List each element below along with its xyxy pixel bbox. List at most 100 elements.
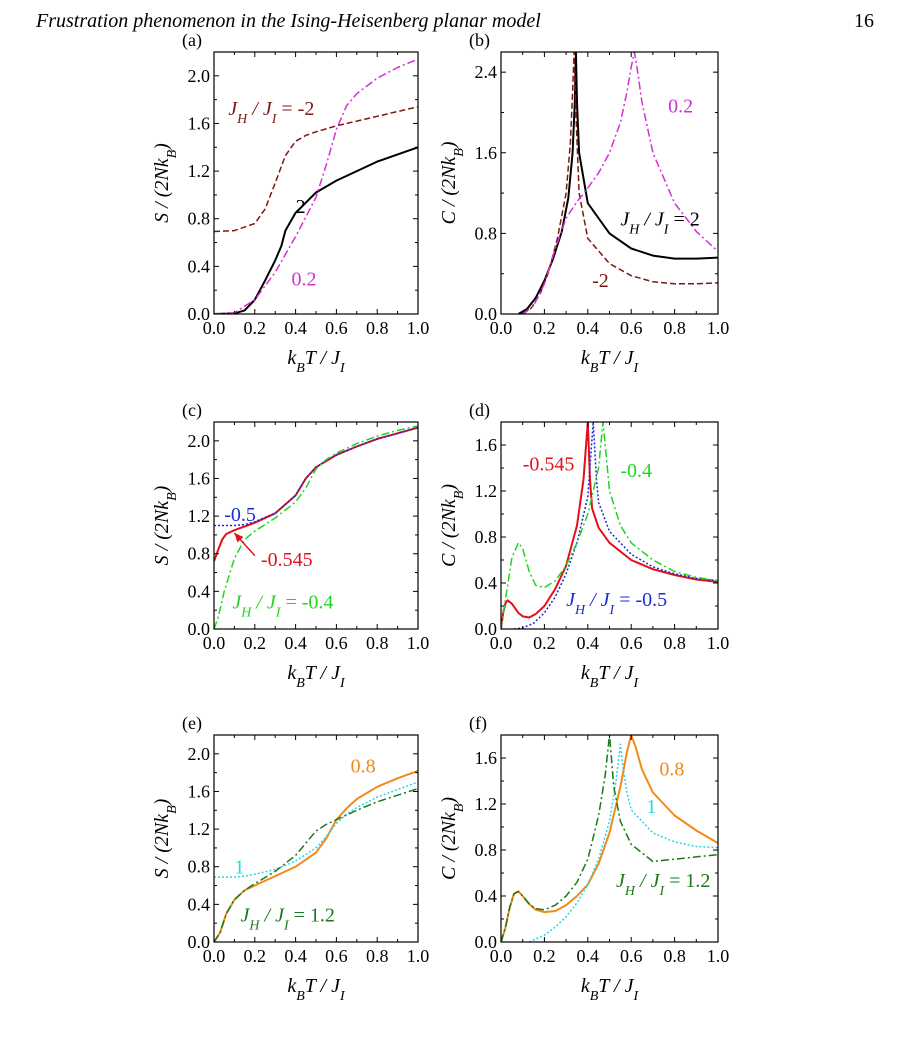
y-tick-label: 1.6 [188,781,211,801]
x-tick-label: 0.6 [620,633,643,653]
y-tick-label: 0.8 [188,209,211,229]
x-tick-label: 0.0 [203,946,226,966]
panel-c: 0.0 0.2 0.4 0.6 0.8 1.0 0.0 0.4 0.8 1.2 1.6 2.0 (c) k… [151,400,429,691]
panel-b: 0.0 0.2 0.4 0.6 0.8 1.0 0.0 0.8 1.6 2.4 (b) kBT / J… [438,30,729,376]
series-f-0 [501,735,718,942]
x-tick-label: 0.2 [244,946,267,966]
x-tick-label: 1.0 [707,633,730,653]
x-tick-label: 1.0 [407,946,430,966]
series-annotation: -0.545 [261,549,313,571]
series-d-0 [501,422,718,629]
panel-label: (e) [182,713,202,734]
x-tick-label: 0.6 [620,946,643,966]
series-annotation: -0.4 [620,460,652,482]
series-b-1 [522,52,718,314]
series-a-0 [214,146,418,314]
x-axis-label: kBT / JI [287,662,346,691]
panel-label: (c) [182,400,202,421]
plot-frame-f [500,734,719,943]
x-tick-label: 0.4 [284,318,307,338]
y-tick-label: 2.4 [475,62,498,82]
x-tick-label: 0.6 [620,318,643,338]
y-tick-label: 0.0 [475,304,498,324]
x-tick-label: 1.0 [707,318,730,338]
x-tick-label: 0.0 [490,633,513,653]
x-tick-label: 0.8 [663,946,686,966]
series-e-2 [214,787,418,942]
y-tick-label: 0.0 [188,932,211,952]
x-axis-label: kBT / JI [581,347,640,376]
series-c-0 [214,426,418,562]
x-tick-label: 0.2 [533,633,556,653]
panel-e: 0.0 0.2 0.4 0.6 0.8 1.0 0.0 0.4 0.8 1.2 1.6 2.0 (e) k… [151,713,429,1004]
panel-label: (d) [469,400,490,421]
y-tick-label: 1.2 [475,481,498,501]
series-c-1 [214,426,418,527]
header-title: Frustration phenomenon in the Ising-Heis… [36,10,541,32]
x-tick-label: 1.0 [707,946,730,966]
y-tick-label: 0.4 [188,256,211,276]
panel-d: 0.0 0.2 0.4 0.6 0.8 1.0 0.0 0.4 0.8 1.2 1.6 (d) kBT … [438,400,729,691]
x-tick-label: 0.8 [366,633,389,653]
x-tick-label: 0.8 [663,318,686,338]
y-tick-label: 0.8 [188,544,211,564]
panel-f: 0.0 0.2 0.4 0.6 0.8 1.0 0.0 0.4 0.8 1.2 1.6 (f) kBT … [438,713,729,1004]
x-tick-label: 0.0 [203,633,226,653]
series-e-0 [214,769,418,942]
x-tick-label: 0.8 [663,633,686,653]
y-tick-label: 0.4 [188,894,211,914]
series-annotation: JH / JI = 2 [620,208,699,237]
series-annotation: JH / JI = -0.5 [566,589,667,618]
y-tick-label: 0.4 [188,581,211,601]
y-axis-label: C / (2NkB) [438,797,467,880]
y-tick-label: 0.8 [475,840,498,860]
x-tick-label: 0.8 [366,946,389,966]
y-tick-label: 0.4 [475,573,498,593]
series-a-1 [214,106,418,233]
series-annotation: 0.2 [292,268,317,290]
series-annotation: 1 [646,796,656,818]
x-tick-label: 0.0 [490,318,513,338]
x-tick-label: 1.0 [407,318,430,338]
panel-label: (b) [469,30,490,51]
series-annotation: JH / JI = -0.4 [232,591,333,620]
series-annotation: 2 [296,196,306,218]
y-tick-label: 1.2 [188,819,211,839]
y-axis-label: C / (2NkB) [438,141,467,224]
y-tick-label: 0.8 [475,223,498,243]
series-b-0 [517,52,718,314]
x-tick-label: 0.4 [284,946,307,966]
x-tick-label: 1.0 [407,633,430,653]
series-b-2 [522,52,718,314]
y-axis-label: S / (2NkB) [151,798,180,878]
x-tick-label: 0.2 [244,633,267,653]
panel-a: 0.0 0.2 0.4 0.6 0.8 1.0 0.0 0.4 0.8 1.2 1.6 2.0 (a) k… [151,30,429,376]
x-tick-label: 0.0 [203,318,226,338]
series-annotation: 1 [234,856,244,878]
y-tick-label: 1.2 [188,506,211,526]
x-tick-label: 0.0 [490,946,513,966]
y-tick-label: 0.0 [475,619,498,639]
series-annotation: -0.5 [224,504,256,526]
x-tick-label: 0.8 [366,318,389,338]
y-tick-label: 2.0 [188,744,211,764]
series-annotation: 0.8 [351,756,376,778]
x-tick-label: 0.6 [325,946,348,966]
y-tick-label: 2.0 [188,431,211,451]
x-axis-label: kBT / JI [581,975,640,1004]
y-axis-label: C / (2NkB) [438,484,467,567]
series-annotation: JH / JI = 1.2 [616,870,710,899]
y-tick-label: 1.6 [188,468,211,488]
y-axis-label: S / (2NkB) [151,143,180,223]
y-tick-label: 1.2 [475,794,498,814]
series-d-2 [501,422,718,629]
y-tick-label: 1.6 [475,143,498,163]
y-tick-label: 0.8 [188,857,211,877]
panel-label: (a) [182,30,202,51]
y-tick-label: 2.0 [188,66,211,86]
y-tick-label: 1.6 [475,435,498,455]
x-axis-label: kBT / JI [581,662,640,691]
plot-frame-b [500,51,719,315]
y-tick-label: 0.0 [188,619,211,639]
